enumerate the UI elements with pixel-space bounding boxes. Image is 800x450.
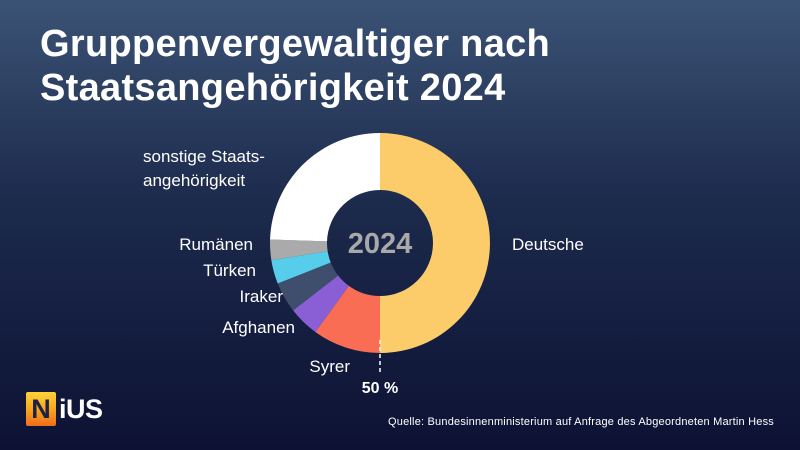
slice-rumänen (270, 239, 328, 261)
source-note: Quelle: Bundesinnenministerium auf Anfra… (388, 416, 774, 428)
title-line-1: Gruppenvergewaltiger nach (40, 23, 551, 65)
slice-afghanen (293, 275, 349, 332)
slice-iraker (277, 262, 339, 311)
slice-syrer (315, 285, 380, 353)
label-afghanen: Afghanen (222, 318, 295, 337)
nius-logo: N iUS (26, 390, 112, 430)
donut-slices (270, 133, 490, 353)
slice-türken (271, 251, 331, 284)
logo-letter-n: N (26, 392, 56, 426)
slice-sonstige-staats (270, 133, 380, 242)
label-rumänen: Rumänen (179, 235, 253, 254)
title-line-2: Staatsangehörigkeit 2024 (40, 67, 506, 109)
logo-letters-ius: iUS (59, 394, 103, 424)
fifty-percent-label: 50 % (362, 380, 398, 397)
label-iraker: Iraker (240, 287, 284, 306)
chart-title: Gruppenvergewaltiger nach Staatsangehöri… (40, 22, 760, 110)
label-syrer: Syrer (309, 357, 350, 376)
label-deutsche: Deutsche (512, 235, 584, 254)
slice-deutsche (380, 133, 490, 353)
label-türken: Türken (203, 261, 256, 280)
donut-labels: Deutsche Syrer Afghanen Iraker Türken Rumänen… (143, 147, 584, 376)
label-sonstige-staats: sonstige Staats-angehörigkeit (143, 147, 265, 190)
center-year-label: 2024 (348, 228, 413, 260)
